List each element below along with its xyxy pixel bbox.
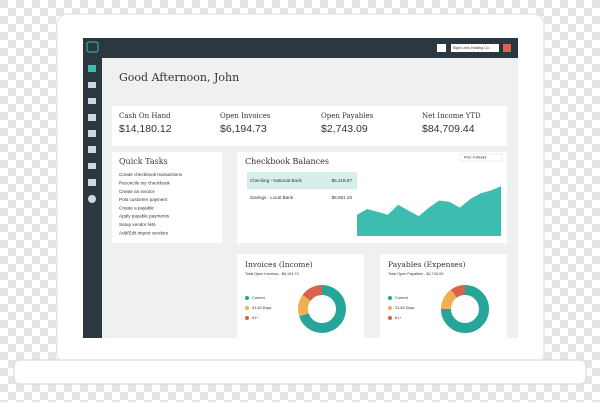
stat-label: Cash On Hand	[119, 112, 171, 120]
task-link[interactable]: Post customer payment	[119, 197, 168, 202]
payables-card	[380, 254, 507, 338]
legend-dot	[245, 306, 249, 310]
account-balance: $5,418.87	[332, 178, 353, 183]
greeting: Good Afternoon, John	[119, 71, 239, 84]
balance-area	[357, 186, 501, 236]
user-icon[interactable]	[437, 44, 446, 52]
company-select[interactable]	[451, 44, 499, 52]
donut-segment	[302, 285, 323, 302]
stat-label: Open Payables	[321, 112, 374, 120]
donut-segment	[298, 294, 311, 317]
legend-dot	[245, 316, 249, 320]
task-link[interactable]: Apply payable payments	[119, 214, 170, 219]
legend-label: 61+	[252, 316, 259, 320]
sidebar-icons	[88, 65, 96, 203]
card-title: Checkbook Balances	[245, 157, 329, 166]
donut-segment	[299, 285, 346, 333]
stats-card	[112, 106, 507, 146]
card-total: Total Open Invoices - $6,194.73	[245, 272, 299, 276]
task-link[interactable]: Reconcile my checkbook	[119, 181, 171, 186]
task-link[interactable]: Add/Edit import vendors	[119, 230, 169, 235]
stat-value: $6,194.73	[220, 123, 267, 135]
card-title: Invoices (Income)	[245, 260, 313, 269]
account-balance: $8,561.25	[332, 195, 353, 200]
legend-dot	[245, 296, 249, 300]
quick-tasks-card	[112, 152, 222, 243]
legend-label: 31-60 Days	[395, 306, 415, 310]
period-select[interactable]	[459, 153, 503, 162]
legend-label: 61+	[395, 316, 402, 320]
stat-label: Open Invoices	[220, 112, 271, 120]
task-link[interactable]: Create checkbook transactions	[119, 172, 183, 177]
card-total: Total Open Payables - $2,743.09	[388, 272, 443, 276]
logout-button[interactable]	[503, 44, 511, 52]
task-link[interactable]: Setup vendor lists	[119, 222, 156, 227]
donut-segment	[450, 285, 466, 298]
logo	[86, 41, 99, 53]
task-link[interactable]: Create a payable	[119, 205, 154, 210]
invoices-card	[237, 254, 364, 338]
legend-dot	[388, 316, 392, 320]
legend-dot	[388, 306, 392, 310]
task-link[interactable]: Create an invoice	[119, 189, 155, 194]
donut-segment	[441, 285, 489, 333]
card-title: Quick Tasks	[119, 157, 168, 166]
stat-value: $2,743.09	[321, 123, 368, 135]
stat-value: $84,709.44	[422, 123, 475, 135]
legend-label: Current	[395, 296, 409, 300]
account-row-selected[interactable]	[247, 172, 357, 189]
company-name: Eight Lens Holding Co.	[453, 46, 490, 50]
stat-value: $14,180.12	[119, 123, 172, 135]
laptop-base	[13, 359, 587, 385]
legend-dot	[388, 296, 392, 300]
top-bar	[83, 38, 518, 58]
sidebar	[83, 38, 102, 338]
account-name: Savings - Local Bank	[250, 195, 294, 200]
stat-label: Net Income YTD	[422, 112, 481, 120]
period: Prior 4 Weeks	[464, 155, 487, 159]
legend-label: 31-60 Days	[252, 306, 272, 310]
account-name: Checking - National Bank	[250, 178, 303, 183]
donut-segment	[441, 289, 458, 310]
card-title: Payables (Expenses)	[388, 260, 466, 269]
legend-label: Current	[252, 296, 266, 300]
